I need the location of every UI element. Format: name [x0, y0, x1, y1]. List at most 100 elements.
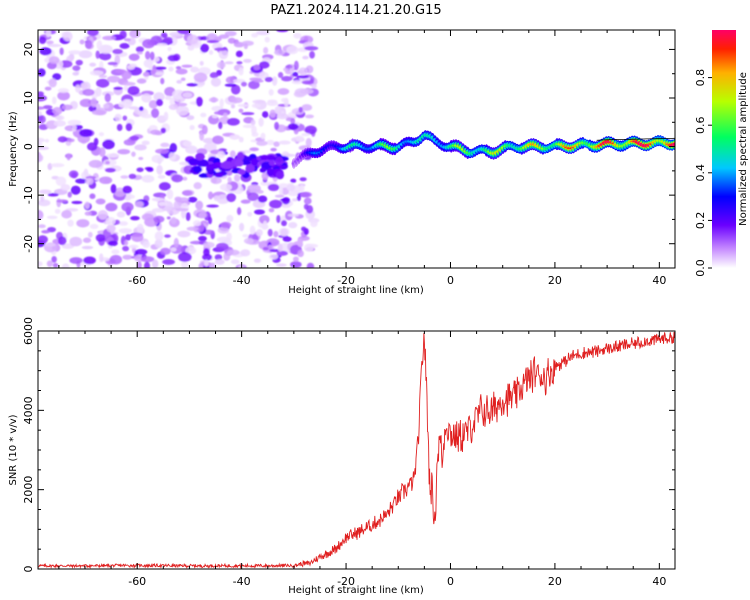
noise-blob: [122, 245, 130, 252]
noise-blob: [243, 43, 248, 50]
x-tick-label: -20: [337, 274, 355, 287]
noise-blob: [66, 153, 71, 161]
noise-blob: [304, 125, 317, 135]
noise-blob: [85, 177, 94, 185]
noise-blob: [39, 47, 52, 56]
noise-blob: [153, 92, 165, 102]
noise-blob: [176, 105, 189, 116]
noise-blob: [98, 44, 113, 54]
noise-blob: [138, 156, 144, 161]
ridge-cell: [672, 143, 675, 146]
noise-blob: [309, 51, 315, 59]
noise-blob: [112, 48, 123, 55]
noise-blob: [277, 243, 283, 252]
noise-band-blob: [275, 171, 285, 180]
noise-blob: [123, 38, 131, 42]
noise-blob: [168, 66, 174, 72]
noise-blob: [38, 36, 47, 44]
noise-blob: [224, 61, 234, 65]
noise-blob: [290, 261, 302, 268]
noise-blob: [218, 34, 230, 39]
noise-blob: [122, 254, 133, 260]
noise-blob: [48, 56, 60, 65]
noise-blob: [252, 99, 266, 104]
noise-blob: [79, 98, 93, 108]
noise-blob: [141, 140, 150, 146]
noise-blob: [128, 173, 137, 180]
noise-blob: [47, 163, 53, 171]
noise-blob: [227, 176, 232, 184]
noise-blob: [311, 84, 317, 89]
x-tick-label: 20: [548, 575, 562, 588]
noise-blob: [48, 78, 57, 88]
noise-blob: [82, 88, 95, 96]
noise-blob: [97, 210, 108, 220]
noise-blob: [78, 50, 93, 59]
noise-blob: [38, 137, 45, 143]
noise-band-blob: [235, 159, 244, 167]
noise-blob: [95, 233, 106, 242]
noise-blob: [226, 193, 237, 203]
noise-blob: [80, 82, 89, 89]
noise-blob: [213, 111, 225, 115]
noise-blob: [71, 123, 77, 132]
noise-blob: [123, 139, 136, 146]
noise-blob: [151, 108, 160, 119]
x-tick-label: -60: [128, 575, 146, 588]
ridge-contour-line: [596, 137, 675, 141]
noise-band-blob: [266, 168, 274, 177]
noise-blob: [68, 50, 82, 55]
noise-blob: [123, 84, 129, 91]
noise-blob: [129, 135, 140, 141]
noise-band-blob: [245, 164, 255, 174]
spectrogram-axes-frame: [37, 29, 676, 269]
noise-blob: [99, 147, 106, 158]
noise-blob: [160, 32, 168, 39]
noise-blob: [162, 259, 176, 265]
noise-band-blob: [266, 154, 276, 161]
noise-blob: [253, 209, 266, 215]
noise-blob: [69, 236, 83, 247]
noise-band-blob: [220, 161, 234, 170]
noise-blob: [142, 39, 155, 49]
noise-blob: [290, 117, 296, 125]
noise-blob: [224, 83, 237, 87]
noise-blob: [38, 110, 43, 117]
noise-blob: [239, 222, 245, 232]
noise-blob: [201, 124, 208, 135]
noise-blob: [199, 131, 205, 141]
noise-blob: [156, 42, 168, 47]
noise-blob: [102, 35, 116, 41]
noise-blob: [169, 142, 178, 153]
noise-blob: [260, 132, 266, 140]
y-tick-label: 0: [22, 143, 35, 150]
noise-blob: [70, 185, 81, 195]
noise-blob: [52, 73, 62, 81]
noise-blob: [105, 161, 110, 165]
noise-blob: [227, 249, 240, 256]
noise-blob: [160, 127, 167, 134]
noise-blob: [253, 79, 264, 83]
noise-blob: [57, 91, 70, 101]
noise-blob: [153, 215, 165, 223]
y-tick-label: 4000: [22, 396, 35, 424]
colorbar-gradient: [712, 30, 736, 268]
noise-blob: [303, 243, 314, 252]
noise-blob: [210, 77, 222, 87]
noise-blob: [87, 231, 93, 238]
noise-blob: [303, 203, 309, 210]
noise-blob: [273, 230, 279, 238]
noise-blob: [240, 81, 247, 87]
noise-blob: [40, 195, 45, 202]
noise-band-blob: [259, 167, 267, 173]
y-tick-label: 0: [22, 566, 35, 573]
noise-blob: [166, 189, 174, 200]
noise-blob: [248, 80, 260, 90]
noise-blob: [280, 228, 289, 237]
noise-blob: [145, 51, 151, 60]
noise-band-blob: [196, 160, 209, 167]
noise-blob: [131, 232, 144, 243]
noise-blob: [180, 77, 186, 82]
noise-blob: [238, 136, 244, 143]
noise-blob: [107, 61, 118, 66]
